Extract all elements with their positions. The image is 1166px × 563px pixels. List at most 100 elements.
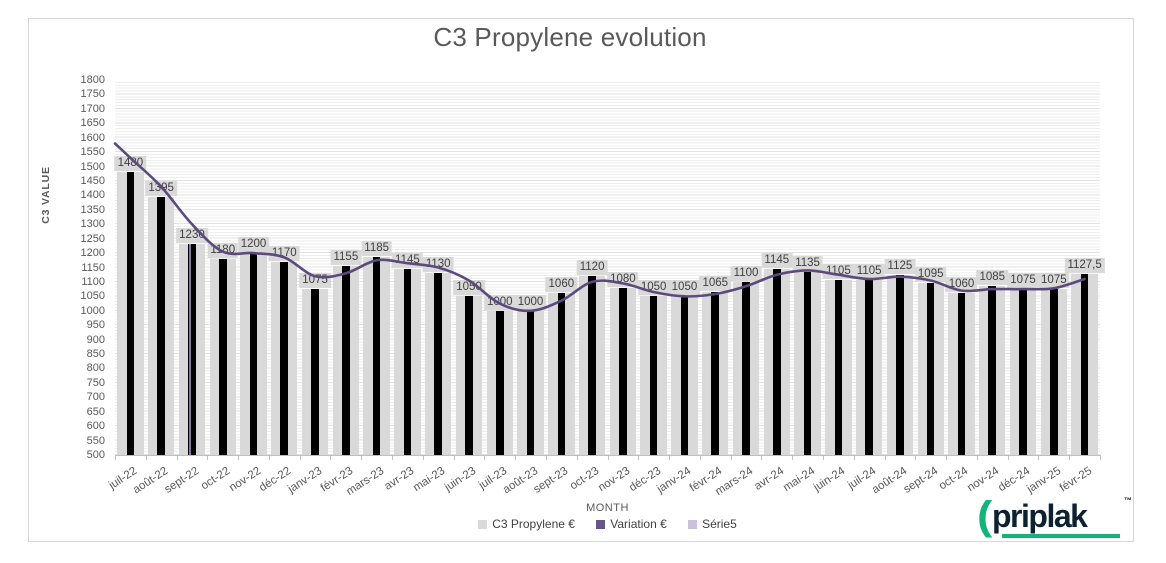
legend-item-serie5: Série5: [688, 517, 737, 531]
x-tick-mark: [884, 456, 886, 460]
bar-data-label: 1000: [514, 294, 547, 310]
bar-c3-propylene-inner: [711, 292, 720, 455]
bar-c3-propylene-inner: [649, 296, 658, 455]
bar-c3-propylene-inner: [1019, 289, 1027, 455]
x-tick-mark: [699, 456, 701, 460]
y-tick-label: 1250: [80, 232, 105, 245]
x-tick-mark: [484, 456, 486, 460]
bar-c3-propylene-inner: [372, 257, 381, 455]
chart-title: C3 Propylene evolution: [433, 22, 707, 52]
bar-data-label: 1050: [453, 280, 485, 296]
bar-data-label: 1135: [792, 255, 823, 271]
bar-data-label: 1145: [761, 252, 793, 268]
bar-data-label: 1125: [884, 258, 916, 274]
bar-data-label: 1000: [483, 294, 516, 310]
bar-data-label: 1127,5: [1064, 257, 1105, 273]
x-tick-mark: [822, 456, 824, 460]
x-tick-mark: [392, 456, 394, 460]
x-tick-mark: [268, 456, 270, 460]
y-tick-label: 1200: [80, 247, 105, 260]
x-tick-mark: [669, 456, 671, 460]
x-tick-mark: [545, 456, 547, 460]
x-tick-mark: [638, 456, 640, 460]
x-tick-mark: [607, 456, 609, 460]
bar-c3-propylene-inner: [126, 172, 135, 455]
bar-c3-propylene-inner: [772, 268, 781, 455]
x-tick-mark: [915, 456, 917, 460]
y-tick-label: 700: [86, 391, 105, 404]
bar-data-label: 1065: [699, 276, 732, 292]
y-tick-label: 1450: [80, 174, 105, 187]
y-tick-label: 1800: [80, 74, 105, 86]
y-tick-label: 1100: [81, 275, 105, 288]
bar-c3-propylene-inner: [680, 296, 689, 455]
y-tick-label: 1700: [80, 102, 105, 115]
bar-c3-propylene-inner: [249, 253, 258, 455]
x-axis-line: [115, 455, 1101, 456]
y-axis-title: C3 VALUE: [40, 166, 52, 224]
y-tick-label: 1050: [80, 290, 105, 303]
y-tick-label: 600: [86, 420, 105, 433]
bar-c3-propylene-inner: [588, 276, 596, 455]
x-tick-mark: [115, 456, 116, 460]
bar-data-label: 1185: [361, 241, 393, 257]
bar-c3-propylene-inner: [896, 274, 904, 455]
logo-wordmark: priplak: [992, 498, 1088, 534]
y-tick-label: 1400: [80, 189, 105, 202]
y-tick-label: 1350: [80, 203, 105, 216]
y-tick-label: 1650: [80, 117, 105, 130]
bar-data-label: 1060: [545, 277, 578, 293]
bar-data-label: 1100: [730, 265, 762, 281]
bar-c3-propylene-inner: [865, 280, 873, 455]
y-tick-label: 1000: [80, 304, 105, 317]
y-tick-label: 1600: [80, 131, 105, 144]
bar-c3-propylene-inner: [803, 271, 812, 455]
x-tick-mark: [1038, 456, 1040, 460]
bar-data-label: 1180: [207, 242, 239, 258]
bar-c3-propylene-inner: [1050, 289, 1058, 455]
bar-data-label: 1170: [268, 245, 300, 261]
x-axis-title: MONTH: [586, 502, 629, 514]
y-tick-label: 950: [86, 319, 105, 332]
bar-c3-propylene-inner: [342, 266, 350, 455]
bar-data-label: 1200: [237, 237, 270, 253]
logo-paren-icon: (: [977, 494, 993, 538]
legend-item-variation: Variation €: [596, 517, 667, 531]
x-tick-mark: [976, 456, 978, 460]
bar-serie5: [188, 244, 191, 455]
bar-data-label: 1050: [637, 280, 670, 296]
y-tick-label: 750: [86, 376, 105, 389]
bar-data-label: 1080: [607, 271, 639, 287]
bar-data-label: 1050: [668, 280, 701, 296]
bar-c3-propylene-inner: [465, 296, 473, 455]
bar-c3-propylene-inner: [557, 293, 566, 455]
x-tick-mark: [207, 456, 209, 460]
bar-c3-propylene-inner: [403, 268, 412, 455]
x-tick-mark: [792, 456, 794, 460]
x-tick-mark: [1007, 456, 1009, 460]
y-tick-label: 500: [86, 449, 105, 461]
bar-data-label: 1395: [145, 180, 177, 196]
bar-c3-propylene-inner: [526, 310, 535, 455]
legend: C3 Propylene € Variation € Série5: [115, 517, 1100, 531]
x-tick-mark: [299, 456, 301, 460]
bar-data-label: 1105: [822, 264, 854, 280]
y-tick-label: 1150: [81, 261, 105, 274]
x-tick-mark: [453, 456, 455, 460]
bar-data-label: 1155: [330, 250, 362, 266]
legend-label-serie5: Série5: [702, 517, 737, 531]
bar-data-label: 1120: [576, 260, 608, 276]
bar-data-label: 1130: [422, 257, 454, 273]
x-tick-mark: [761, 456, 763, 460]
legend-item-c3-propylene: C3 Propylene €: [478, 517, 575, 531]
y-tick-label: 650: [86, 405, 105, 418]
y-tick-label: 850: [86, 348, 105, 361]
y-tick-label: 1750: [80, 88, 105, 101]
x-tick-mark: [361, 456, 363, 460]
x-tick-mark: [853, 456, 855, 460]
y-tick-label: 1300: [80, 218, 105, 231]
bar-c3-propylene-inner: [311, 289, 319, 455]
legend-label-c3-propylene: C3 Propylene €: [492, 517, 575, 531]
bar-data-label: 1075: [1007, 273, 1039, 289]
